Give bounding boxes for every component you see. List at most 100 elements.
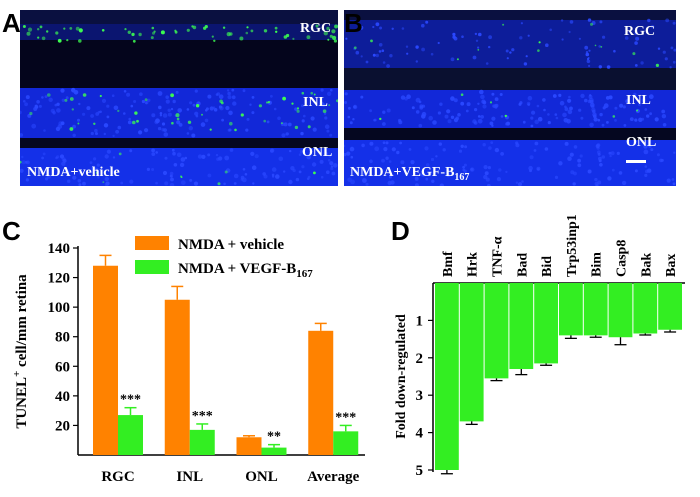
speckle bbox=[286, 33, 290, 38]
speckle bbox=[613, 49, 616, 53]
speckle bbox=[458, 149, 463, 153]
speckle bbox=[144, 100, 149, 105]
speckle bbox=[527, 103, 530, 106]
speckle bbox=[633, 92, 637, 97]
speckle bbox=[502, 23, 505, 26]
speckle bbox=[482, 104, 487, 109]
speckle bbox=[151, 26, 155, 30]
speckle bbox=[158, 105, 162, 110]
speckle bbox=[418, 123, 423, 128]
speckle bbox=[328, 104, 331, 107]
speckle bbox=[489, 101, 493, 104]
speckle bbox=[578, 108, 582, 112]
speckle bbox=[72, 124, 76, 129]
speckle bbox=[165, 95, 169, 99]
speckle bbox=[385, 156, 389, 160]
speckle bbox=[112, 156, 116, 159]
speckle bbox=[232, 101, 237, 106]
y-axis-label: Fold down-regulated bbox=[394, 314, 409, 439]
chart-d: 1 2 3 4 5 Fold down-regulated Bmf Hrk TNF-α Bad Bi… bbox=[394, 214, 685, 479]
speckle bbox=[594, 44, 597, 47]
speckle bbox=[320, 175, 324, 179]
speckle bbox=[373, 118, 376, 122]
chart-c: 20 40 60 80 100 120 140 TUNEL+ cell/mm retina **… bbox=[11, 236, 365, 485]
speckle bbox=[224, 170, 228, 174]
speckle bbox=[662, 50, 666, 54]
speckle bbox=[23, 100, 26, 103]
speckle bbox=[345, 37, 348, 40]
speckle bbox=[48, 97, 53, 103]
speckle bbox=[558, 93, 562, 97]
speckle bbox=[246, 26, 249, 29]
y-tick-label: 120 bbox=[48, 271, 71, 287]
speckle bbox=[463, 163, 467, 167]
speckle bbox=[42, 152, 46, 156]
speckle bbox=[398, 118, 402, 123]
speckle bbox=[587, 18, 592, 22]
speckle bbox=[547, 113, 550, 116]
speckle bbox=[452, 32, 456, 36]
speckle bbox=[246, 117, 250, 121]
speckle bbox=[175, 113, 180, 118]
speckle bbox=[558, 161, 563, 166]
speckle bbox=[90, 114, 94, 118]
speckle bbox=[584, 98, 588, 103]
speckle bbox=[596, 143, 601, 148]
speckle bbox=[97, 110, 101, 114]
speckle bbox=[353, 46, 357, 50]
speckle bbox=[296, 107, 300, 110]
speckle bbox=[205, 109, 208, 112]
speckle bbox=[324, 116, 328, 120]
speckle bbox=[270, 94, 273, 98]
speckle bbox=[346, 151, 351, 156]
speckle bbox=[483, 165, 488, 170]
x-tick-label: TNF-α bbox=[491, 236, 506, 277]
speckle bbox=[228, 110, 233, 116]
speckle bbox=[106, 104, 110, 108]
y-tick-label: 60 bbox=[55, 359, 70, 375]
speckle bbox=[519, 36, 523, 40]
speckle bbox=[240, 178, 244, 181]
speckle bbox=[59, 154, 65, 159]
speckle bbox=[649, 112, 652, 116]
speckle bbox=[472, 55, 477, 60]
speckle bbox=[537, 168, 540, 171]
speckle bbox=[227, 91, 231, 96]
panel-letter-a: A bbox=[2, 8, 21, 38]
speckle bbox=[266, 120, 270, 124]
speckle bbox=[161, 122, 166, 126]
speckle bbox=[435, 155, 438, 158]
speckle bbox=[425, 163, 430, 167]
speckle bbox=[664, 57, 668, 61]
speckle bbox=[536, 104, 540, 108]
speckle bbox=[41, 36, 46, 41]
speckle bbox=[68, 170, 71, 173]
speckle bbox=[151, 152, 156, 157]
speckle bbox=[496, 177, 501, 182]
speckle bbox=[96, 171, 99, 174]
speckle bbox=[438, 142, 442, 146]
speckle bbox=[78, 28, 83, 33]
speckle bbox=[283, 170, 286, 173]
bar-casp8 bbox=[608, 283, 633, 338]
speckle bbox=[379, 26, 383, 30]
speckle bbox=[45, 177, 49, 181]
speckle bbox=[322, 109, 327, 113]
speckle bbox=[165, 99, 170, 104]
speckle bbox=[622, 105, 626, 109]
speckle bbox=[599, 163, 603, 167]
speckle bbox=[442, 148, 446, 152]
speckle bbox=[239, 36, 244, 41]
y-tick-label: 5 bbox=[416, 463, 424, 479]
speckle bbox=[567, 156, 572, 161]
speckle bbox=[610, 151, 615, 156]
speckle bbox=[444, 114, 449, 119]
speckle bbox=[71, 108, 74, 111]
speckle bbox=[280, 122, 283, 125]
speckle bbox=[101, 98, 107, 103]
speckle bbox=[298, 170, 302, 174]
speckle bbox=[488, 35, 492, 40]
speckle bbox=[461, 35, 464, 38]
speckle bbox=[91, 165, 96, 171]
speckle bbox=[638, 103, 641, 107]
